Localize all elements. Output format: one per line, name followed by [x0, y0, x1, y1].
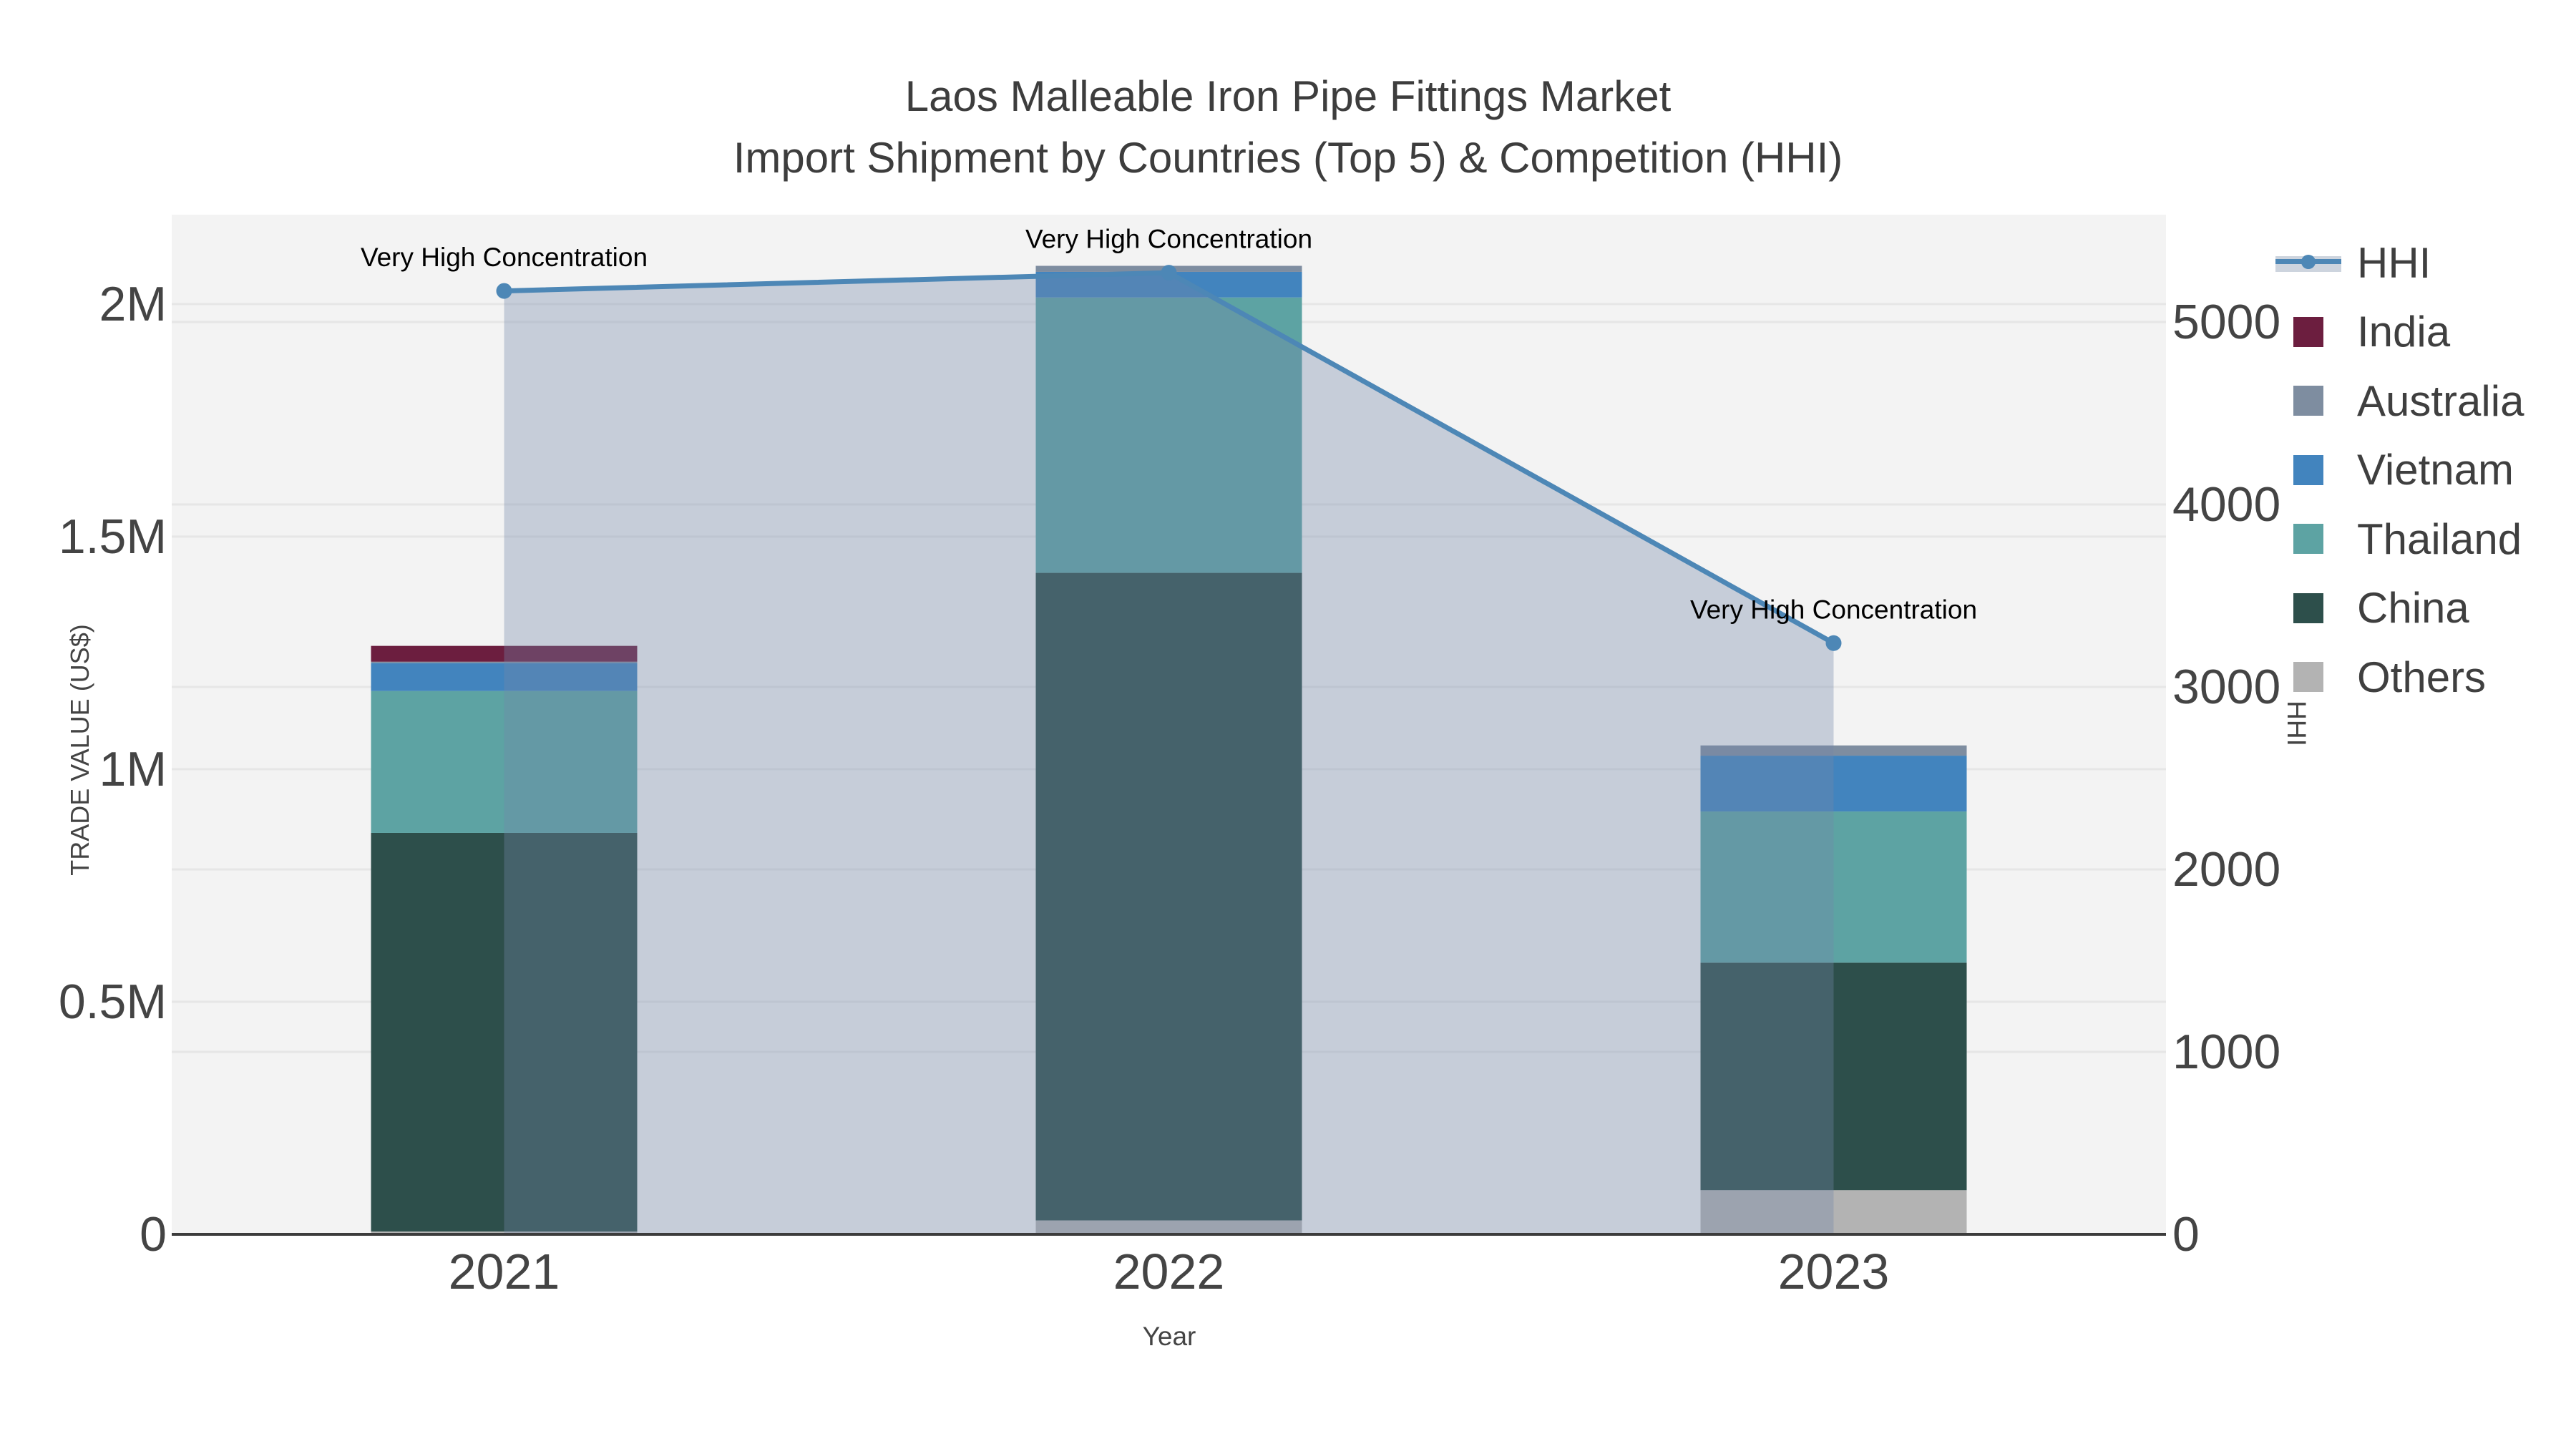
bar-segment-vietnam-2023[interactable]: [1700, 756, 1967, 812]
legend-label-others: Others: [2357, 653, 2487, 701]
legend-label-australia: Australia: [2357, 376, 2524, 425]
chart-title: Laos Malleable Iron Pipe Fittings Market: [904, 72, 1672, 120]
legend-item-thailand[interactable]: Thailand: [2275, 504, 2524, 574]
legend-label-thailand: Thailand: [2357, 514, 2522, 563]
legend-swatch-icon: [2275, 316, 2341, 347]
legend-swatch-vietnam: [2293, 454, 2323, 485]
y-left-tick-label: 1M: [99, 742, 167, 796]
bar-segment-india-2021[interactable]: [371, 645, 638, 662]
x-tick-label-2021: 2021: [449, 1244, 560, 1299]
legend-swatch-icon: [2275, 592, 2341, 623]
legend-swatch-china: [2293, 592, 2323, 623]
legend-item-china[interactable]: China: [2275, 574, 2524, 643]
y-left-tick-label: 0: [140, 1207, 167, 1262]
bar-segment-thailand-2023[interactable]: [1700, 811, 1967, 963]
legend-swatch-icon: [2275, 454, 2341, 485]
legend-label-hhi: HHI: [2357, 238, 2431, 287]
legend: HHI India Australia Vietnam Thailand China Oth…: [2275, 228, 2524, 712]
legend-item-australia[interactable]: Australia: [2275, 366, 2524, 436]
chart-subtitle: Import Shipment by Countries (Top 5) & C…: [733, 134, 1843, 182]
legend-swatch-icon: [2275, 386, 2341, 416]
annotation-very-high-concentration-2022: Very High Concentration: [1025, 225, 1312, 254]
legend-swatch-thailand: [2293, 524, 2323, 555]
legend-item-hhi[interactable]: HHI: [2275, 228, 2524, 298]
bar-segment-thailand-2021[interactable]: [371, 691, 638, 833]
bar-segment-china-2023[interactable]: [1700, 962, 1967, 1191]
y-right-tick-label: 4000: [2172, 477, 2280, 532]
y-right-tick-label: 3000: [2172, 660, 2280, 714]
bar-segment-others-2023[interactable]: [1700, 1190, 1967, 1234]
hhi-marker-2023[interactable]: [1825, 635, 1842, 651]
annotation-very-high-concentration-2023: Very High Concentration: [1690, 595, 1977, 624]
legend-label-vietnam: Vietnam: [2357, 446, 2514, 494]
legend-item-vietnam[interactable]: Vietnam: [2275, 436, 2524, 505]
y-right-tick-label: 0: [2172, 1207, 2200, 1262]
bar-segment-australia-2023[interactable]: [1700, 745, 1967, 756]
y-right-tick-label: 1000: [2172, 1025, 2280, 1079]
legend-swatch-icon: [2275, 524, 2341, 555]
hhi-marker-2021[interactable]: [496, 283, 512, 299]
hhi-line-icon: [2275, 250, 2341, 275]
y-left-tick-label: 2M: [99, 277, 167, 331]
legend-item-india[interactable]: India: [2275, 298, 2524, 367]
chart-title-block: Laos Malleable Iron Pipe Fittings Market…: [0, 66, 2576, 189]
y-right-tick-label: 5000: [2172, 295, 2280, 349]
legend-swatch-australia: [2293, 386, 2323, 416]
bar-segment-others-2022[interactable]: [1035, 1220, 1302, 1234]
legend-item-others[interactable]: Others: [2275, 643, 2524, 712]
y-left-tick-label: 1.5M: [59, 509, 167, 564]
hhi-marker-2022[interactable]: [1161, 265, 1177, 281]
annotation-very-high-concentration-2021: Very High Concentration: [361, 243, 648, 272]
bar-segment-thailand-2022[interactable]: [1035, 297, 1302, 573]
y-right-tick-label: 2000: [2172, 842, 2280, 897]
bar-segment-china-2022[interactable]: [1035, 572, 1302, 1221]
hhi-marker-sample: [2301, 255, 2316, 270]
bar-segment-vietnam-2021[interactable]: [371, 663, 638, 691]
x-axis-title: Year: [1142, 1322, 1196, 1351]
legend-label-china: China: [2357, 584, 2469, 633]
y-left-tick-label: 0.5M: [59, 975, 167, 1029]
hhi-area-fill: [504, 273, 1834, 1235]
legend-hhi-line-icon: [2275, 250, 2341, 275]
legend-label-india: India: [2357, 308, 2451, 356]
bar-segment-australia-2021[interactable]: [371, 661, 638, 663]
legend-swatch-icon: [2275, 662, 2341, 693]
bar-segment-china-2021[interactable]: [371, 832, 638, 1232]
legend-swatch-others: [2293, 662, 2323, 693]
y-left-axis-title: TRADE VALUE (US$): [65, 624, 94, 876]
x-tick-label-2022: 2022: [1113, 1244, 1225, 1299]
x-tick-label-2023: 2023: [1778, 1244, 1890, 1299]
legend-swatch-india: [2293, 316, 2323, 347]
